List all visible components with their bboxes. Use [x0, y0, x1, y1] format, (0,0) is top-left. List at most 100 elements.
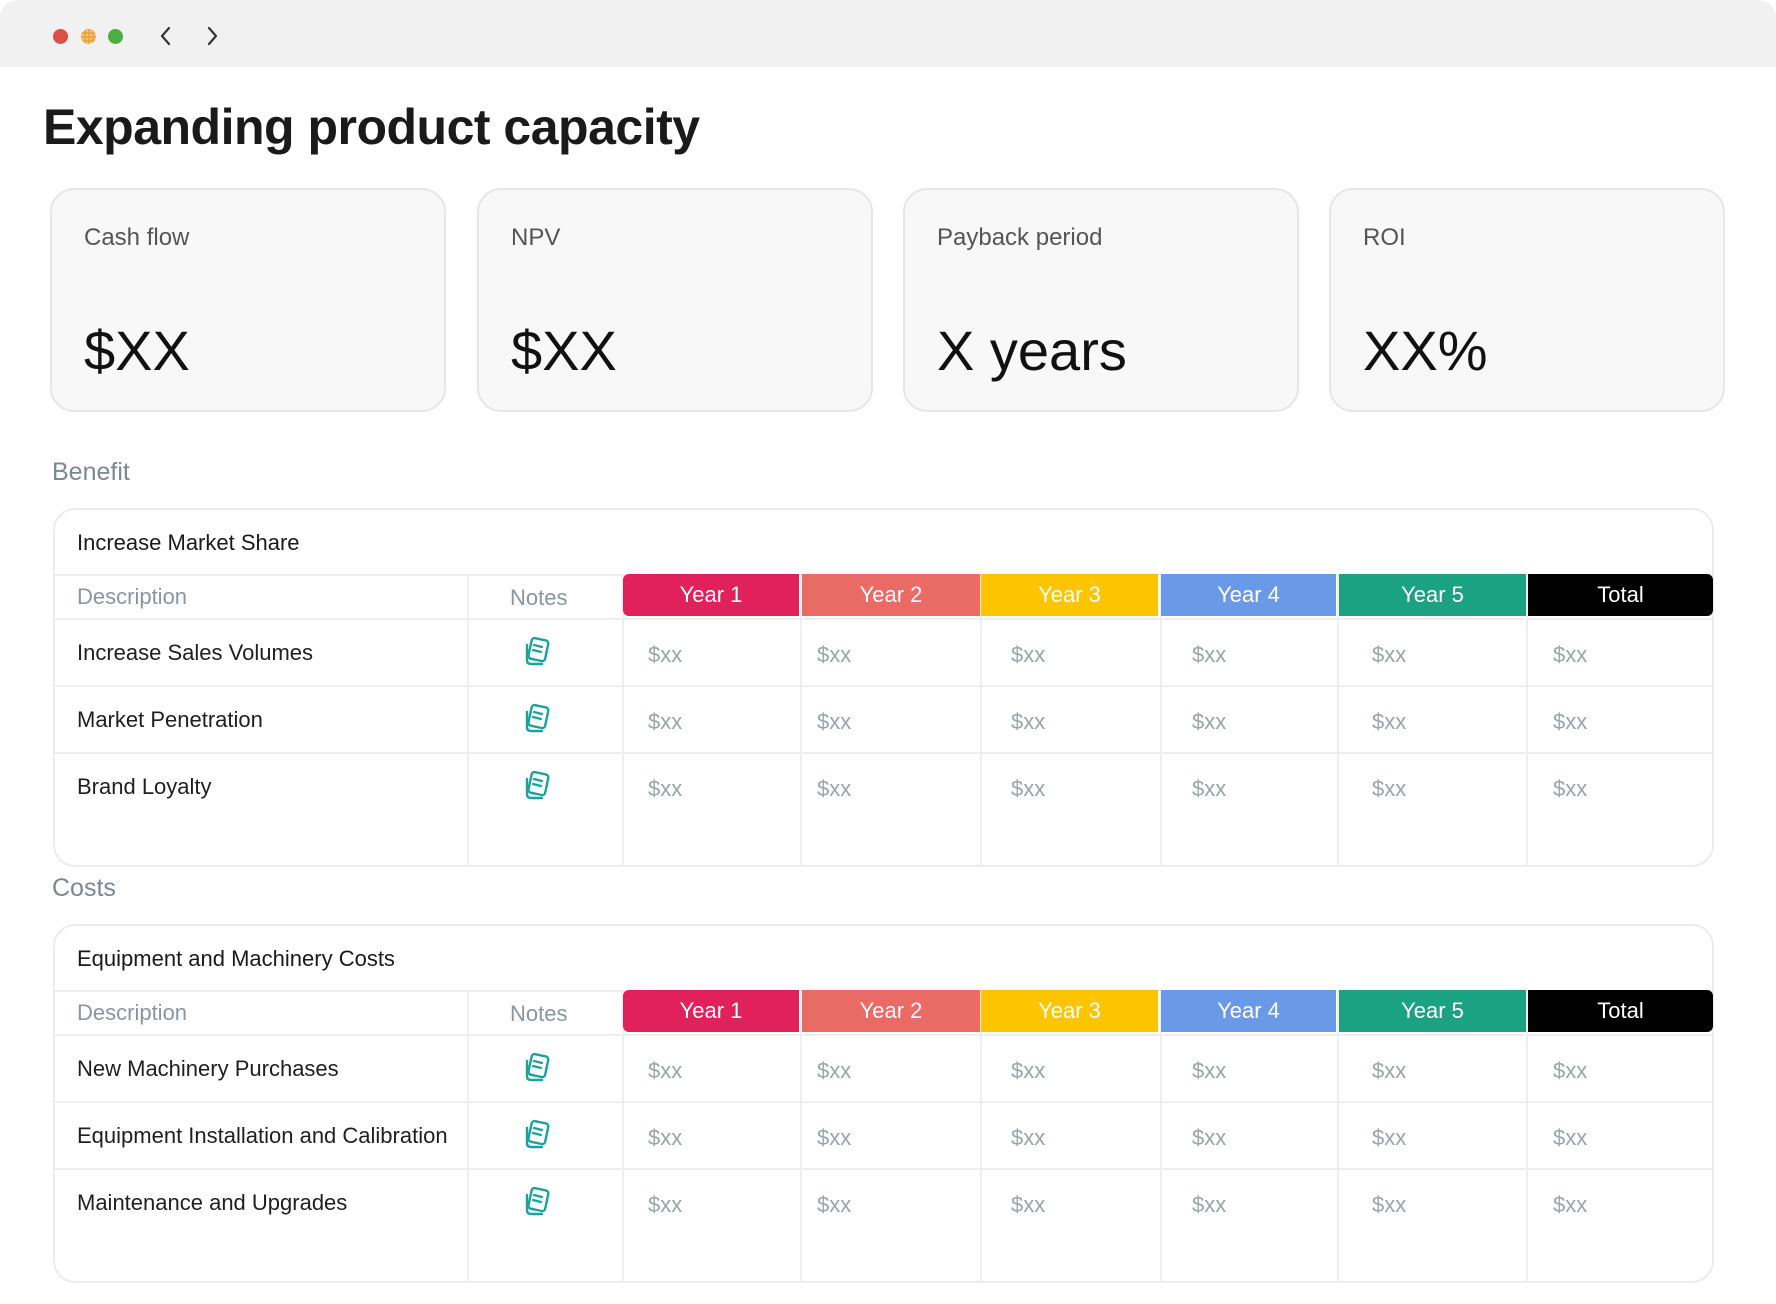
kpi-value: $XX — [511, 319, 617, 382]
divider — [55, 1034, 1712, 1036]
group-title: Equipment and Machinery Costs — [77, 946, 395, 971]
value-cell[interactable]: $xx — [1372, 642, 1407, 667]
notes-header: Notes — [510, 585, 568, 610]
value-cell[interactable]: $xx — [1372, 1058, 1407, 1083]
year-5-header: Year 5 — [1339, 574, 1526, 616]
column-divider — [622, 990, 624, 1283]
value-cell[interactable]: $xx — [1553, 1125, 1588, 1150]
value-cell[interactable]: $xx — [817, 776, 852, 801]
minimize-window-button[interactable] — [81, 29, 96, 44]
row-description: Market Penetration — [77, 707, 263, 732]
notes-header: Notes — [510, 1001, 568, 1026]
row-description: Equipment Installation and Calibration — [77, 1123, 448, 1148]
value-cell[interactable]: $xx — [1192, 642, 1227, 667]
notes-icon[interactable] — [518, 634, 554, 670]
column-divider — [467, 990, 469, 1283]
value-cell[interactable]: $xx — [1011, 709, 1046, 734]
row-description: Increase Sales Volumes — [77, 640, 314, 665]
zoom-window-button[interactable] — [108, 29, 123, 44]
row-description: New Machinery Purchases — [77, 1056, 339, 1081]
row-divider — [55, 685, 1712, 687]
value-cell[interactable]: $xx — [1372, 709, 1407, 734]
value-cell[interactable]: $xx — [1011, 1058, 1046, 1083]
value-cell[interactable]: $xx — [1553, 709, 1588, 734]
year-1-header: Year 1 — [623, 990, 799, 1032]
kpi-value: XX% — [1363, 319, 1488, 382]
title-bar — [0, 0, 1776, 67]
notes-icon[interactable] — [518, 1050, 554, 1086]
column-divider — [1160, 574, 1162, 867]
chevron-right-icon[interactable] — [200, 22, 224, 50]
chevron-left-icon[interactable] — [154, 22, 178, 50]
kpi-label: ROI — [1363, 224, 1406, 251]
value-cell[interactable]: $xx — [817, 1058, 852, 1083]
section-label: Costs — [52, 874, 116, 902]
value-cell[interactable]: $xx — [648, 776, 683, 801]
value-cell[interactable]: $xx — [648, 1058, 683, 1083]
value-cell[interactable]: $xx — [1553, 642, 1588, 667]
value-cell[interactable]: $xx — [1553, 1192, 1588, 1217]
value-cell[interactable]: $xx — [648, 1125, 683, 1150]
column-divider — [800, 990, 802, 1283]
column-divider — [800, 574, 802, 867]
value-cell[interactable]: $xx — [1192, 776, 1227, 801]
column-divider — [1337, 574, 1339, 867]
column-divider — [980, 574, 982, 867]
column-divider — [1526, 574, 1528, 867]
value-cell[interactable]: $xx — [1011, 1192, 1046, 1217]
row-divider — [55, 1168, 1712, 1170]
value-cell[interactable]: $xx — [817, 1125, 852, 1150]
year-2-header: Year 2 — [802, 574, 980, 616]
value-cell[interactable]: $xx — [1372, 1192, 1407, 1217]
value-cell[interactable]: $xx — [1372, 1125, 1407, 1150]
value-cell[interactable]: $xx — [1011, 1125, 1046, 1150]
notes-icon[interactable] — [518, 768, 554, 804]
value-cell[interactable]: $xx — [817, 709, 852, 734]
row-description: Maintenance and Upgrades — [77, 1190, 348, 1215]
kpi-label: Payback period — [937, 224, 1103, 251]
value-cell[interactable]: $xx — [648, 709, 683, 734]
row-divider — [55, 1101, 1712, 1103]
divider — [55, 618, 1712, 620]
value-cell[interactable]: $xx — [1192, 1192, 1227, 1217]
description-header: Description — [77, 584, 188, 609]
column-divider — [1526, 990, 1528, 1283]
year-4-header: Year 4 — [1161, 574, 1336, 616]
kpi-value: X years — [937, 319, 1127, 382]
column-divider — [1337, 990, 1339, 1283]
year-3-header: Year 3 — [981, 990, 1158, 1032]
notes-icon[interactable] — [518, 1117, 554, 1153]
value-cell[interactable]: $xx — [817, 642, 852, 667]
column-divider — [980, 990, 982, 1283]
value-cell[interactable]: $xx — [1553, 1058, 1588, 1083]
section-label: Benefit — [52, 458, 130, 486]
kpi-label: Cash flow — [84, 224, 190, 251]
year-5-header: Year 5 — [1339, 990, 1526, 1032]
value-cell[interactable]: $xx — [817, 1192, 852, 1217]
value-cell[interactable]: $xx — [1192, 1125, 1227, 1150]
total-header: Total — [1528, 574, 1713, 616]
value-cell[interactable]: $xx — [1011, 776, 1046, 801]
column-divider — [622, 574, 624, 867]
year-2-header: Year 2 — [802, 990, 980, 1032]
kpi-label: NPV — [511, 224, 561, 251]
value-cell[interactable]: $xx — [1192, 1058, 1227, 1083]
value-cell[interactable]: $xx — [1011, 642, 1046, 667]
year-4-header: Year 4 — [1161, 990, 1336, 1032]
close-window-button[interactable] — [53, 29, 68, 44]
cash-flow-card: Cash flow $XX — [50, 188, 446, 412]
value-cell[interactable]: $xx — [1372, 776, 1407, 801]
value-cell[interactable]: $xx — [648, 642, 683, 667]
total-header: Total — [1528, 990, 1713, 1032]
notes-icon[interactable] — [518, 701, 554, 737]
costs-table: Equipment and Machinery Costs Description… — [53, 924, 1714, 1283]
value-cell[interactable]: $xx — [648, 1192, 683, 1217]
row-description: Brand Loyalty — [77, 774, 212, 799]
description-header: Description — [77, 1000, 188, 1025]
group-title: Increase Market Share — [77, 530, 300, 555]
value-cell[interactable]: $xx — [1192, 709, 1227, 734]
value-cell[interactable]: $xx — [1553, 776, 1588, 801]
npv-card: NPV $XX — [477, 188, 873, 412]
notes-icon[interactable] — [518, 1184, 554, 1220]
